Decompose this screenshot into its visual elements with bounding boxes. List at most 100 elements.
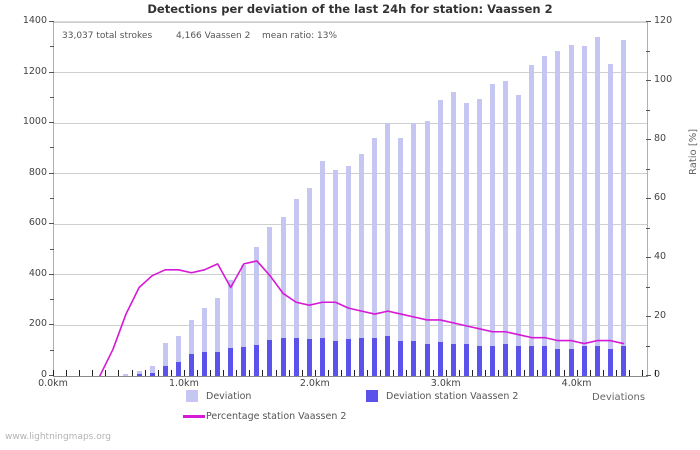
bar-deviation bbox=[424, 120, 430, 376]
bar-deviation bbox=[188, 319, 194, 376]
bar-deviation-station bbox=[332, 340, 338, 376]
y-axis-right-minor-tick bbox=[646, 286, 650, 288]
bar-deviation-station bbox=[424, 343, 430, 376]
y-axis-left-tick-label: 600 bbox=[28, 217, 47, 229]
y-axis-left-minor-tick bbox=[50, 96, 54, 98]
x-axis-tick bbox=[340, 370, 342, 376]
x-axis-tick bbox=[170, 370, 172, 376]
bar-deviation bbox=[215, 297, 221, 376]
bar-deviation-station bbox=[411, 341, 417, 376]
bar-deviation-station bbox=[372, 338, 378, 376]
y-axis-left-minor-tick bbox=[50, 46, 54, 48]
bar-deviation-station bbox=[136, 374, 142, 376]
bar-deviation bbox=[267, 226, 273, 376]
y-axis-right-minor-tick bbox=[646, 50, 650, 52]
bar-deviation bbox=[228, 279, 234, 376]
y-axis-right-minor-tick bbox=[646, 345, 650, 347]
bar-deviation bbox=[542, 56, 548, 376]
y-axis-right-tick bbox=[646, 316, 651, 317]
x-axis-tick bbox=[367, 370, 369, 376]
bar-deviation bbox=[568, 44, 574, 376]
x-axis-tick bbox=[314, 370, 316, 376]
bar-deviation-station bbox=[437, 341, 443, 376]
x-axis-tick bbox=[354, 370, 356, 376]
x-axis-tick-label: 0.0km bbox=[38, 378, 68, 389]
x-axis-tick bbox=[445, 370, 447, 376]
bar-deviation bbox=[503, 81, 509, 376]
legend-label: Percentage station Vaassen 2 bbox=[206, 411, 347, 422]
bar-deviation-station bbox=[346, 338, 352, 376]
bar-deviation-station bbox=[162, 366, 168, 376]
x-axis-tick bbox=[602, 370, 604, 376]
y-axis-right-tick bbox=[646, 375, 651, 376]
x-axis-tick bbox=[563, 370, 565, 376]
bar-deviation-station bbox=[607, 348, 613, 376]
annotation-mean-ratio: mean ratio: 13% bbox=[262, 31, 338, 41]
y-axis-right-tick bbox=[646, 257, 651, 258]
y-axis-right-tick-label: 100 bbox=[654, 74, 673, 85]
bar-deviation bbox=[254, 247, 260, 376]
x-axis-tick-label: 4.0km bbox=[561, 378, 592, 389]
x-axis-tick bbox=[524, 370, 526, 376]
y-axis-left-title: Count bbox=[0, 145, 1, 175]
y-axis-right-tick bbox=[646, 80, 651, 81]
x-axis-tick bbox=[183, 370, 185, 376]
bar-deviation-station bbox=[476, 346, 482, 376]
x-axis-tick bbox=[484, 370, 486, 376]
x-axis-tick bbox=[92, 370, 94, 376]
x-axis-tick bbox=[275, 370, 277, 376]
y-axis-right-minor-tick bbox=[646, 168, 650, 170]
x-axis-tick bbox=[458, 370, 460, 376]
bar-deviation bbox=[437, 100, 443, 376]
x-axis-tick bbox=[223, 370, 225, 376]
bar-deviation bbox=[450, 91, 456, 376]
x-axis-tick bbox=[655, 370, 657, 376]
bar-deviation-station bbox=[123, 375, 129, 376]
y-axis-right-tick-label: 40 bbox=[654, 251, 667, 262]
bar-deviation bbox=[385, 123, 391, 376]
bar-deviation-station bbox=[254, 345, 260, 376]
x-axis-tick bbox=[249, 370, 251, 376]
y-axis-left-minor-tick bbox=[50, 299, 54, 301]
bar-deviation bbox=[123, 374, 129, 376]
bar-deviation bbox=[202, 308, 208, 376]
bar-deviation bbox=[306, 187, 312, 376]
bar-deviation-station bbox=[228, 348, 234, 376]
x-axis-tick bbox=[380, 370, 382, 376]
x-axis-tick bbox=[327, 370, 329, 376]
y-axis-left-tick bbox=[49, 223, 54, 225]
y-axis-left-minor-tick bbox=[50, 248, 54, 250]
y-axis-left-tick-label: 200 bbox=[28, 318, 47, 330]
x-axis-tick bbox=[471, 370, 473, 376]
x-axis-tick bbox=[144, 370, 146, 376]
x-axis-tick bbox=[511, 370, 513, 376]
y-axis-right-tick-label: 20 bbox=[654, 310, 667, 321]
x-axis-tick-label: 3.0km bbox=[430, 378, 461, 389]
y-axis-left-tick bbox=[49, 21, 54, 22]
bar-deviation-station bbox=[450, 343, 456, 376]
bar-deviation bbox=[463, 102, 469, 376]
y-axis-right-tick bbox=[646, 139, 651, 140]
y-axis-left-tick-label: 1000 bbox=[22, 116, 47, 128]
plot-inner bbox=[54, 22, 647, 376]
bar-deviation-station bbox=[359, 338, 365, 376]
x-axis-tick bbox=[66, 370, 68, 376]
x-axis-title: Deviations bbox=[592, 392, 646, 403]
bar-deviation-station bbox=[529, 345, 535, 376]
y-axis-right-tick-label: 80 bbox=[654, 133, 667, 144]
bar-deviation bbox=[555, 51, 561, 376]
bar-deviation bbox=[594, 37, 600, 376]
x-axis-tick bbox=[628, 370, 630, 376]
bar-deviation bbox=[280, 216, 286, 376]
bar-deviation-station bbox=[503, 344, 509, 376]
y-axis-left-minor-tick bbox=[50, 198, 54, 199]
bar-deviation-station bbox=[149, 372, 155, 376]
y-axis-left-tick bbox=[49, 375, 54, 376]
gridline bbox=[54, 72, 647, 74]
legend-label: Deviation bbox=[206, 391, 252, 402]
watermark: www.lightningmaps.org bbox=[5, 432, 111, 442]
x-axis-tick bbox=[301, 370, 303, 376]
x-axis-tick bbox=[406, 370, 408, 376]
bar-deviation-station bbox=[385, 335, 391, 376]
legend: Deviation Deviation station Vaassen 2 Perc… bbox=[0, 386, 700, 426]
